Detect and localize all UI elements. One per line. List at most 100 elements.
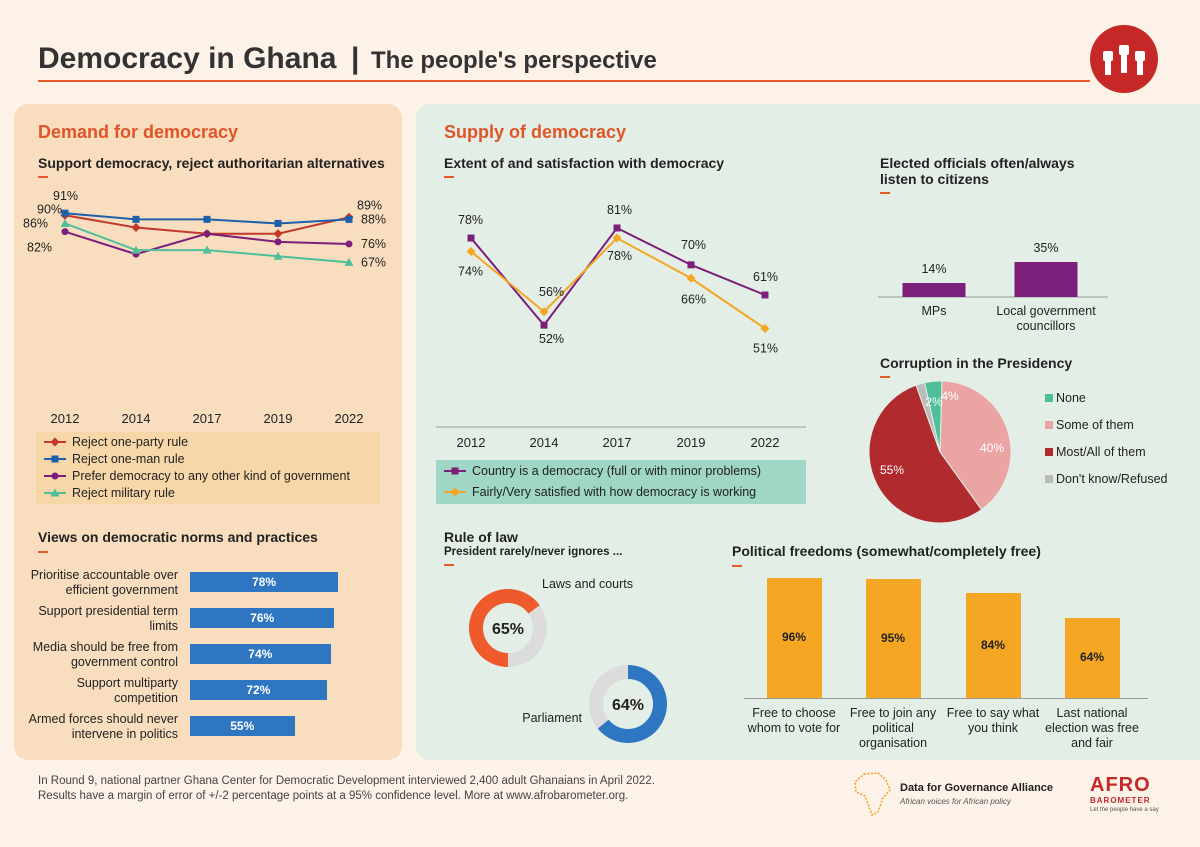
legend-entry: Most/All of them bbox=[1056, 445, 1146, 459]
category-label-line: Support presidential term bbox=[38, 604, 178, 618]
legend-swatch-icon bbox=[444, 487, 466, 497]
data-label: 35% bbox=[1033, 241, 1058, 255]
square-marker bbox=[203, 215, 211, 223]
corruption-pie-chart: 4% None 40% Some of them 55% Most/All of them… bbox=[868, 380, 1168, 524]
title-underline bbox=[38, 80, 1090, 82]
legend-swatch bbox=[1045, 475, 1053, 483]
data-label: 52% bbox=[539, 332, 564, 346]
diamond-marker bbox=[131, 223, 141, 233]
series-line bbox=[470, 226, 766, 327]
x-tick-label: 2017 bbox=[603, 435, 632, 450]
footer-note: In Round 9, national partner Ghana Cente… bbox=[38, 774, 655, 804]
category-label: Armed forces should never intervene in po… bbox=[18, 712, 178, 742]
diamond-marker bbox=[612, 233, 622, 243]
legend-swatch-icon bbox=[44, 472, 66, 480]
diamond-marker bbox=[539, 307, 549, 317]
triangle-marker bbox=[131, 245, 141, 254]
x-tick-label: 2022 bbox=[335, 411, 364, 426]
slice-label: 4% bbox=[941, 389, 959, 403]
afrobarometer-logo-bottom: BAROMETER bbox=[1090, 796, 1151, 805]
africa-map-icon bbox=[854, 772, 891, 817]
legend-swatch bbox=[1045, 448, 1053, 456]
triangle-marker bbox=[344, 257, 354, 266]
category-label: Free to join any political organisation bbox=[841, 706, 945, 751]
corruption-chart-title: Corruption in the Presidency bbox=[880, 355, 1073, 371]
title-dash bbox=[880, 376, 890, 378]
x-tick-label: 2022 bbox=[751, 435, 780, 450]
officials-chart-title: Elected officials often/always listen to… bbox=[880, 155, 1075, 187]
diamond-marker bbox=[50, 437, 60, 447]
norms-chart-title: Views on democratic norms and practices bbox=[38, 529, 318, 545]
category-label-line: you think bbox=[967, 721, 1019, 735]
data-label: 64% bbox=[1079, 650, 1105, 664]
square-marker bbox=[132, 215, 140, 223]
category-label-line: intervene in politics bbox=[71, 727, 178, 741]
square-marker bbox=[467, 234, 475, 242]
d4g-tagline: African voices for African policy bbox=[900, 797, 1011, 806]
slice-label: 2% bbox=[925, 395, 943, 409]
x-tick-label: 2017 bbox=[193, 411, 222, 426]
support-chart-legend: Reject one-party rule Reject one-man rule… bbox=[36, 432, 380, 504]
data-label: 67% bbox=[361, 255, 386, 269]
bar: 72% bbox=[190, 680, 327, 700]
x-tick-label: 2014 bbox=[530, 435, 559, 450]
political-freedoms-chart: 96% Free to choose whom to vote for 95% Free… bbox=[740, 570, 1150, 755]
slice-label: 40% bbox=[980, 441, 1004, 455]
data-label: 61% bbox=[753, 270, 778, 284]
pie-slice bbox=[868, 384, 983, 524]
category-label-line: limits bbox=[149, 619, 178, 633]
diamond-marker bbox=[466, 246, 476, 256]
category-label: Support presidential term limits bbox=[18, 604, 178, 634]
bar bbox=[902, 283, 966, 297]
category-label-line: and fair bbox=[1071, 736, 1113, 750]
afrobarometer-tagline: Let the people have a say bbox=[1090, 807, 1159, 813]
circle-marker bbox=[274, 238, 282, 246]
bar bbox=[1064, 618, 1120, 698]
legend-entry: Prefer democracy to any other kind of go… bbox=[72, 469, 350, 483]
data-label: 78% bbox=[458, 213, 483, 227]
rule-of-law-subtitle: President rarely/never ignores ... bbox=[444, 546, 623, 558]
square-marker bbox=[540, 321, 548, 329]
page-subtitle: The people's perspective bbox=[371, 47, 657, 74]
category-label-line: organisation bbox=[858, 736, 928, 750]
category-label: MPs bbox=[922, 304, 947, 318]
square-marker bbox=[451, 467, 459, 475]
square-marker bbox=[687, 261, 695, 269]
x-tick-label: 2012 bbox=[51, 411, 80, 426]
category-label: Last national election was free and fair bbox=[1040, 706, 1144, 751]
bar bbox=[766, 578, 822, 698]
data-label: 81% bbox=[607, 203, 632, 217]
legend-swatch-icon bbox=[44, 455, 66, 463]
category-label-line: Last national bbox=[1056, 706, 1128, 720]
legend-entry: Fairly/Very satisfied with how democracy… bbox=[472, 485, 757, 499]
diamond-marker bbox=[760, 324, 770, 333]
category-label: councillors bbox=[1016, 319, 1075, 333]
category-label: Prioritise accountable over efficient gov… bbox=[18, 568, 178, 598]
triangle-marker bbox=[273, 251, 283, 260]
category-label: Support multiparty competition bbox=[18, 676, 178, 706]
legend-swatch bbox=[1045, 394, 1053, 402]
category-label: Free to say what you think bbox=[941, 706, 1045, 736]
data-label: 84% bbox=[980, 637, 1006, 652]
data-label: 51% bbox=[753, 342, 778, 356]
title-dash bbox=[444, 176, 454, 178]
square-marker bbox=[761, 291, 769, 299]
support-democracy-chart: 91%90%86% 82% 89%88% 76% 67% 2012 2014 2017 2019… bbox=[23, 189, 386, 426]
support-chart-title: Support democracy, reject authoritarian … bbox=[38, 155, 385, 171]
category-label-line: efficient government bbox=[65, 583, 178, 597]
raised-fists-logo-icon bbox=[1090, 25, 1158, 93]
x-tick-label: 2014 bbox=[122, 411, 151, 426]
category-label-line: Free to join any bbox=[849, 706, 937, 720]
title-dash bbox=[444, 564, 454, 566]
data-label: 95% bbox=[880, 630, 906, 645]
donut-name-label: Laws and courts bbox=[542, 577, 633, 591]
square-marker bbox=[345, 215, 353, 223]
x-axis-line bbox=[744, 698, 1148, 699]
bar bbox=[965, 593, 1021, 698]
data-label: 76% bbox=[361, 237, 386, 251]
triangle-marker bbox=[202, 245, 212, 254]
bar: 55% bbox=[190, 716, 295, 736]
circle-marker bbox=[345, 240, 353, 248]
data-label: 14% bbox=[921, 262, 946, 276]
extent-chart-title: Extent of and satisfaction with democrac… bbox=[444, 155, 725, 171]
